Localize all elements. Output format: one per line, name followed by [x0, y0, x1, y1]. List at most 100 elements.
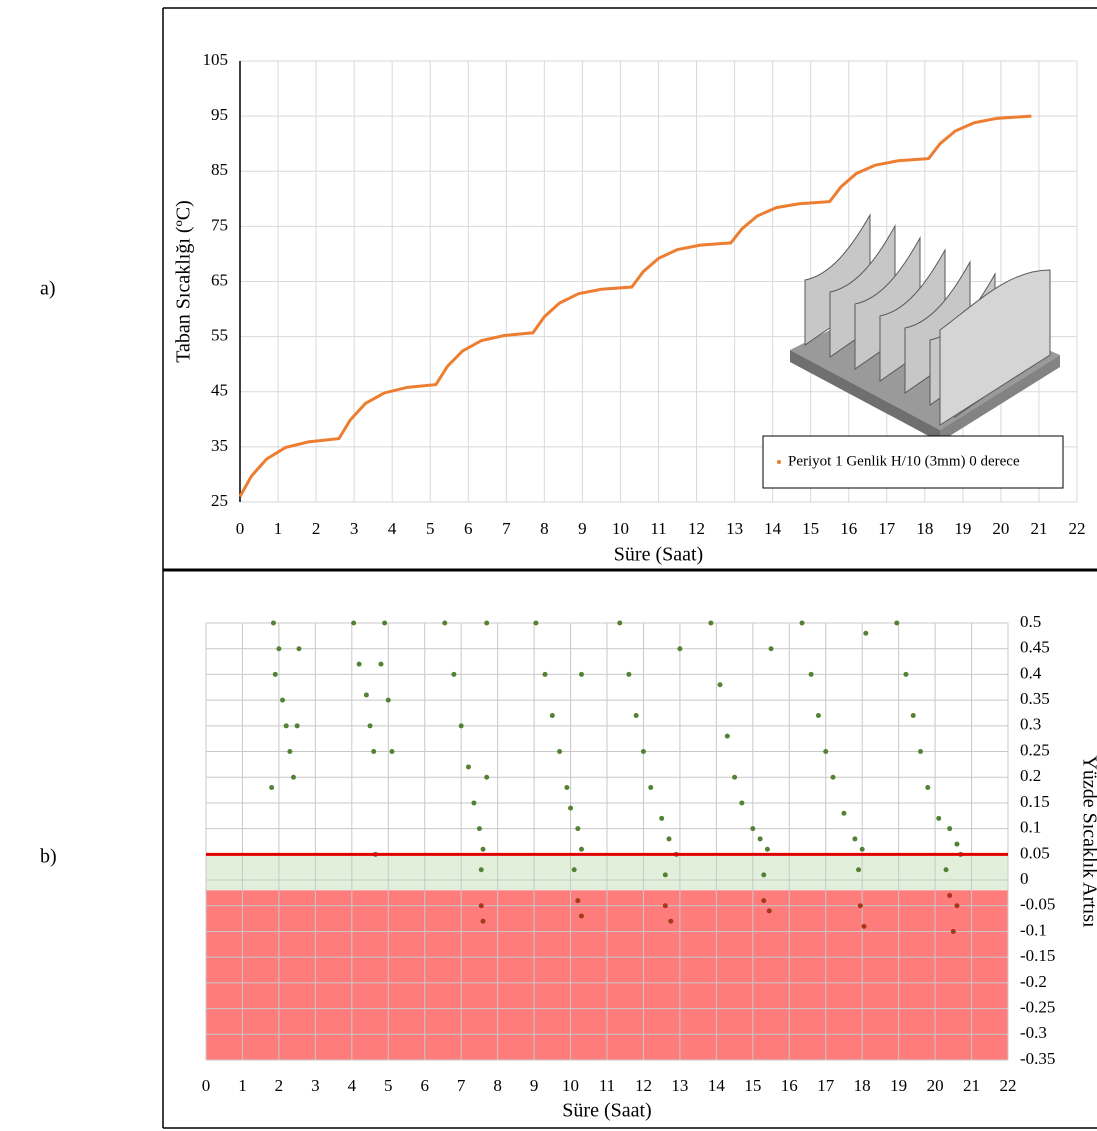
y-tick-label: 55	[211, 326, 228, 345]
y-tick-label: 25	[211, 491, 228, 510]
panel-label: a)	[40, 278, 56, 300]
data-point	[271, 621, 276, 626]
y-tick-label: 0	[1020, 869, 1029, 888]
x-tick-label: 3	[350, 519, 359, 538]
x-tick-label: 16	[840, 519, 857, 538]
data-point	[273, 672, 278, 677]
data-point	[761, 872, 766, 877]
x-tick-label: 8	[540, 519, 549, 538]
x-tick-label: 6	[464, 519, 473, 538]
data-point	[666, 836, 671, 841]
data-point	[708, 621, 713, 626]
y-tick-label: 35	[211, 436, 228, 455]
y-tick-label: -0.25	[1020, 997, 1055, 1016]
data-point	[841, 811, 846, 816]
data-point	[479, 903, 484, 908]
data-point	[572, 867, 577, 872]
x-tick-label: 19	[890, 1076, 907, 1095]
data-point	[280, 698, 285, 703]
data-point	[575, 898, 580, 903]
data-point	[718, 682, 723, 687]
data-point	[947, 893, 952, 898]
data-point	[816, 713, 821, 718]
x-tick-label: 4	[388, 519, 397, 538]
x-tick-label: 18	[916, 519, 933, 538]
data-point	[903, 672, 908, 677]
x-tick-label: 9	[578, 519, 587, 538]
x-tick-label: 18	[854, 1076, 871, 1095]
x-axis-title: Süre (Saat)	[562, 1100, 651, 1122]
y-tick-label: -0.05	[1020, 895, 1055, 914]
x-tick-label: 11	[650, 519, 666, 538]
data-point	[634, 713, 639, 718]
data-point	[659, 816, 664, 821]
data-point	[481, 919, 486, 924]
data-point	[386, 698, 391, 703]
data-point	[954, 903, 959, 908]
data-point	[918, 749, 923, 754]
x-tick-label: 14	[708, 1076, 726, 1095]
y-tick-label: -0.1	[1020, 920, 1047, 939]
data-point	[291, 775, 296, 780]
x-tick-label: 12	[688, 519, 705, 538]
data-point	[466, 764, 471, 769]
x-tick-label: 8	[493, 1076, 502, 1095]
data-point	[765, 847, 770, 852]
data-point	[543, 672, 548, 677]
x-tick-label: 14	[764, 519, 782, 538]
y-tick-label: 95	[211, 105, 228, 124]
data-point	[725, 734, 730, 739]
data-point	[677, 646, 682, 651]
x-tick-label: 0	[236, 519, 245, 538]
x-tick-label: 5	[426, 519, 435, 538]
y-tick-label: 0.15	[1020, 792, 1050, 811]
x-tick-label: 10	[562, 1076, 579, 1095]
x-tick-label: 7	[502, 519, 511, 538]
data-point	[479, 867, 484, 872]
x-tick-label: 9	[530, 1076, 539, 1095]
data-point	[668, 919, 673, 924]
data-point	[925, 785, 930, 790]
data-point	[862, 924, 867, 929]
x-tick-label: 13	[726, 519, 743, 538]
data-point	[284, 723, 289, 728]
data-point	[852, 836, 857, 841]
data-point	[732, 775, 737, 780]
y-tick-label: 0.25	[1020, 740, 1050, 759]
data-point	[357, 662, 362, 667]
y-tick-label: 0.35	[1020, 689, 1050, 708]
figure: a) b) 2535455565758595105012345678910111…	[0, 0, 1097, 1131]
legend: Periyot 1 Genlik H/10 (3mm) 0 derece	[763, 436, 1063, 488]
data-point	[663, 872, 668, 877]
legend-marker	[777, 460, 781, 464]
data-point	[831, 775, 836, 780]
data-point	[663, 903, 668, 908]
x-tick-label: 17	[878, 519, 896, 538]
data-point	[944, 867, 949, 872]
data-point	[823, 749, 828, 754]
data-point	[947, 826, 952, 831]
y-tick-label: 0.2	[1020, 766, 1041, 785]
data-point	[389, 749, 394, 754]
y-tick-label: 75	[211, 215, 228, 234]
data-point	[761, 898, 766, 903]
x-tick-label: 16	[781, 1076, 798, 1095]
data-point	[287, 749, 292, 754]
data-point	[894, 621, 899, 626]
x-tick-label: 19	[954, 519, 971, 538]
data-point	[809, 672, 814, 677]
x-tick-label: 1	[274, 519, 283, 538]
data-point	[739, 800, 744, 805]
data-point	[856, 867, 861, 872]
x-tick-label: 12	[635, 1076, 652, 1095]
y-tick-label: 0.45	[1020, 638, 1050, 657]
x-tick-label: 20	[992, 519, 1009, 538]
x-tick-label: 3	[311, 1076, 320, 1095]
data-point	[911, 713, 916, 718]
x-tick-label: 21	[963, 1076, 980, 1095]
x-tick-label: 11	[599, 1076, 615, 1095]
y-axis-title: Yüzde Sıcaklık Artısı	[1078, 755, 1097, 928]
data-point	[276, 646, 281, 651]
data-point	[579, 914, 584, 919]
data-point	[954, 842, 959, 847]
